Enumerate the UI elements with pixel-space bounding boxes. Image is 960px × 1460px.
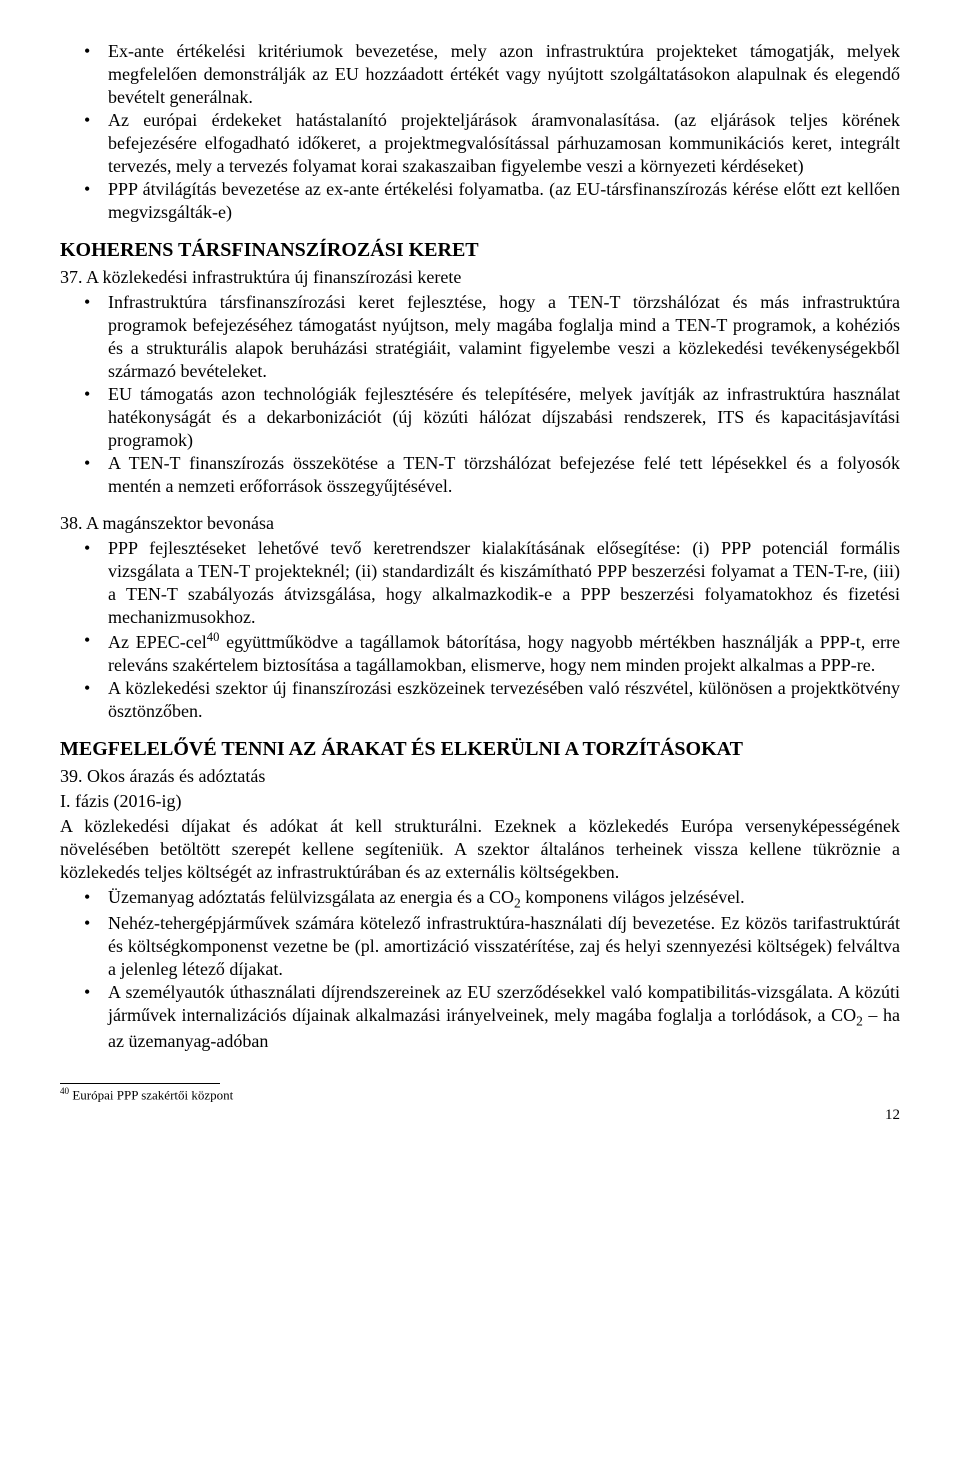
list-item: PPP átvilágítás bevezetése az ex-ante ér… [60, 178, 900, 224]
footnote-ref: 40 [207, 630, 220, 644]
list-item: PPP fejlesztéseket lehetővé tevő keretre… [60, 537, 900, 629]
list-item: Nehéz-tehergépjárművek számára kötelező … [60, 912, 900, 981]
list-item: A közlekedési szektor új finanszírozási … [60, 677, 900, 723]
list-item: Az EPEC-cel40 együttműködve a tagállamok… [60, 629, 900, 677]
item-38-title: 38. A magánszektor bevonása [60, 512, 900, 535]
text-fragment: együttműködve a tagállamok bátorítása, h… [108, 632, 900, 675]
subscript: 2 [856, 1014, 863, 1029]
footnote-separator [60, 1083, 220, 1084]
top-bullet-list: Ex-ante értékelési kritériumok bevezetés… [60, 40, 900, 224]
item-39-title: 39. Okos árazás és adóztatás [60, 765, 900, 788]
text-fragment: Az EPEC-cel [108, 632, 207, 652]
list-item: Infrastruktúra társfinanszírozási keret … [60, 291, 900, 383]
item-39-paragraph: A közlekedési díjakat és adókat át kell … [60, 815, 900, 884]
list-item: Ex-ante értékelési kritériumok bevezetés… [60, 40, 900, 109]
item-37-title: 37. A közlekedési infrastruktúra új fina… [60, 266, 900, 289]
page-number: 12 [60, 1106, 900, 1125]
item-37-bullets: Infrastruktúra társfinanszírozási keret … [60, 291, 900, 498]
text-fragment: komponens világos jelzésével. [521, 887, 745, 907]
list-item: A TEN-T finanszírozás összekötése a TEN-… [60, 452, 900, 498]
subscript: 2 [514, 896, 521, 911]
section-heading-megfelelove: MEGFELELŐVÉ TENNI AZ ÁRAKAT ÉS ELKERÜLNI… [60, 737, 900, 763]
item-38-bullets: PPP fejlesztéseket lehetővé tevő keretre… [60, 537, 900, 723]
section-heading-koherens: KOHERENS TÁRSFINANSZÍROZÁSI KERET [60, 238, 900, 264]
list-item: Üzemanyag adóztatás felülvizsgálata az e… [60, 886, 900, 912]
footnote: 40 Európai PPP szakértői központ [60, 1086, 900, 1104]
footnote-text: Európai PPP szakértői központ [69, 1087, 233, 1102]
text-fragment: A személyautók úthasználati díjrendszere… [108, 982, 900, 1025]
list-item: Az európai érdekeket hatástalanító proje… [60, 109, 900, 178]
text-fragment: Üzemanyag adóztatás felülvizsgálata az e… [108, 887, 514, 907]
footnote-number: 40 [60, 1086, 69, 1096]
item-39-bullets: Üzemanyag adóztatás felülvizsgálata az e… [60, 886, 900, 1053]
list-item: A személyautók úthasználati díjrendszere… [60, 981, 900, 1053]
phase-label: I. fázis (2016-ig) [60, 790, 900, 813]
list-item: EU támogatás azon technológiák fejleszté… [60, 383, 900, 452]
